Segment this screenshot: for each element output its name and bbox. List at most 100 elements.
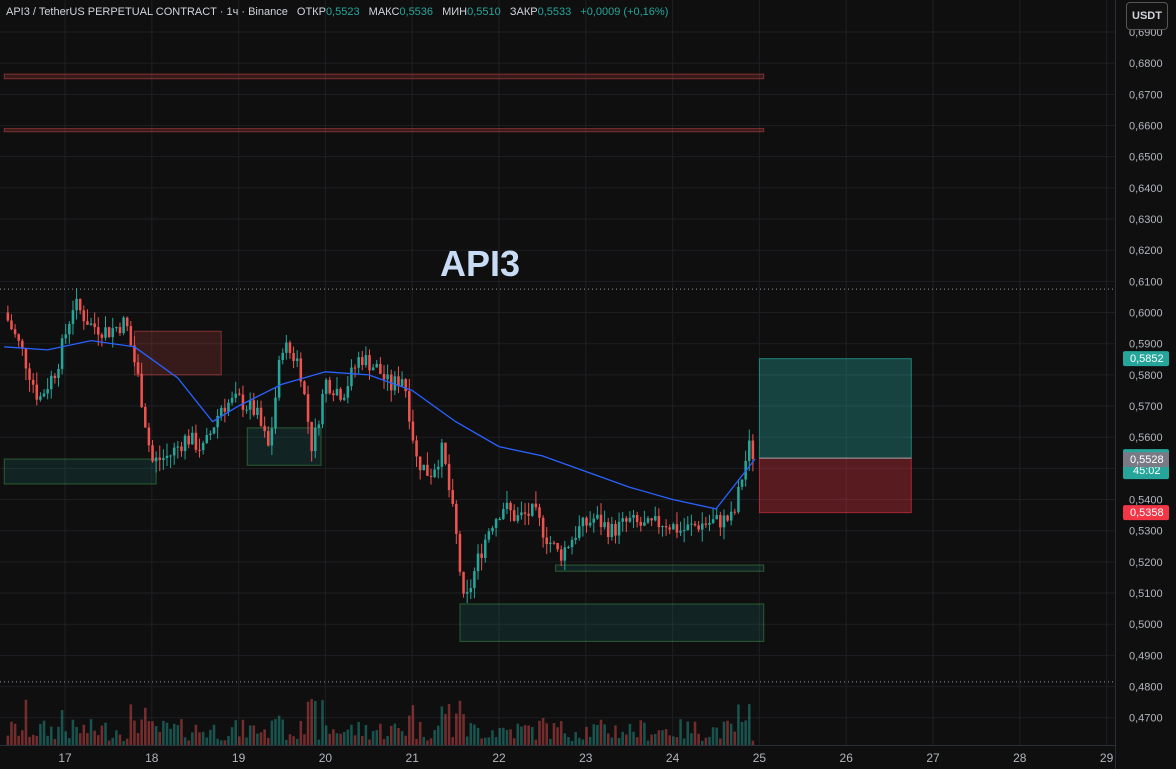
candle-body <box>346 386 350 398</box>
volume-bar <box>498 728 501 745</box>
volume-bar <box>440 706 444 745</box>
volume-bar <box>625 734 628 745</box>
candle-body <box>342 397 346 400</box>
candle-body <box>46 389 49 394</box>
candle-body <box>386 374 389 380</box>
candle-body <box>335 388 339 396</box>
volume-bar <box>574 732 577 745</box>
volume-bar <box>408 715 411 745</box>
candle-body <box>223 407 227 412</box>
candle-body <box>455 503 458 534</box>
volume-bar <box>259 732 263 745</box>
volume-bar <box>31 734 35 745</box>
volume-bar <box>194 724 198 745</box>
volume-bar <box>621 731 624 745</box>
volume-bar <box>78 733 82 745</box>
volume-bar <box>191 732 194 745</box>
candle-body <box>596 514 599 519</box>
volume-bar <box>447 704 451 745</box>
volume-bar <box>719 738 722 745</box>
price-tick-label: 0,5300 <box>1129 526 1163 538</box>
candle-body <box>219 407 223 416</box>
volume-bar <box>266 737 270 745</box>
volume-bar <box>726 720 729 745</box>
volume-bar <box>429 738 433 745</box>
price-tick-label: 0,5100 <box>1129 588 1163 600</box>
candle-body <box>588 522 592 526</box>
volume-bar <box>49 726 53 745</box>
volume-bar <box>603 724 606 745</box>
time-tick-label: 19 <box>232 751 246 765</box>
volume-bar <box>733 731 737 745</box>
candle-body <box>617 521 621 536</box>
candle-body <box>516 515 520 521</box>
price-tick-label: 0,6100 <box>1129 276 1163 288</box>
candle-body <box>682 530 686 532</box>
volume-bar <box>512 738 516 745</box>
candle-body <box>520 512 523 516</box>
volume-bar <box>165 722 169 745</box>
volume-bar <box>212 724 216 745</box>
volume-bar <box>154 726 158 745</box>
price-axis[interactable]: 0,4700 0,4800 0,4900 0,5000 0,5100 0,5200 0,53… <box>1129 27 1163 725</box>
volume-bar <box>24 699 28 745</box>
volume-bar <box>292 736 295 745</box>
volume-bar <box>205 737 209 745</box>
candle-body <box>234 393 237 398</box>
volume-bar <box>234 720 237 745</box>
volume-bar <box>342 731 346 745</box>
candle-body <box>317 424 321 428</box>
target-zone <box>758 358 912 459</box>
candle-body <box>64 334 67 339</box>
moving-average-path <box>4 339 756 510</box>
volume-bar <box>552 723 556 745</box>
volume-bar <box>245 737 248 745</box>
volume-bar <box>335 733 339 745</box>
candle-body <box>248 400 252 410</box>
volume-bar <box>238 736 241 745</box>
candle-body <box>371 367 375 371</box>
candle-body <box>672 524 675 530</box>
candle-body <box>6 312 10 321</box>
time-axis[interactable]: 17 18 19 20 21 22 23 24 25 26 27 28 29 <box>58 751 1113 765</box>
volume-bar <box>129 704 133 745</box>
volume-bar <box>415 738 418 745</box>
candle-body <box>35 384 39 400</box>
volume-bar <box>483 737 487 745</box>
open-value: 0,5523 <box>325 6 360 18</box>
volume-bar <box>436 725 440 745</box>
candle-body <box>491 527 494 532</box>
volume-bar <box>180 719 183 745</box>
candle-body <box>97 327 100 335</box>
currency-button[interactable]: USDT <box>1126 2 1168 30</box>
candle-body <box>259 407 263 426</box>
volume-bar <box>661 730 664 745</box>
volume-bar <box>375 730 379 745</box>
candle-body <box>570 539 574 548</box>
candle-body <box>585 517 588 526</box>
candle-body <box>487 531 491 540</box>
volume-bar <box>361 736 364 745</box>
candle-body <box>700 523 704 530</box>
volume-bar <box>527 725 530 745</box>
resistance-zone <box>133 330 222 376</box>
candle-body <box>172 447 176 456</box>
candle-body <box>194 432 198 450</box>
volume-bar <box>346 729 350 745</box>
time-tick-label: 17 <box>58 751 72 765</box>
candle-body <box>538 507 541 518</box>
volume-bar <box>628 723 632 745</box>
candle-body <box>82 310 86 322</box>
long-position-tool[interactable] <box>758 358 912 514</box>
candle-body <box>578 526 581 538</box>
candlestick-series <box>6 288 755 604</box>
volume-bar <box>187 740 190 745</box>
candle-body <box>447 463 451 491</box>
candle-body <box>628 517 632 522</box>
time-tick-label: 26 <box>840 751 854 765</box>
candle-body <box>209 433 212 436</box>
time-tick-label: 29 <box>1100 751 1114 765</box>
candle-body <box>679 530 682 533</box>
volume-bar <box>107 740 111 745</box>
